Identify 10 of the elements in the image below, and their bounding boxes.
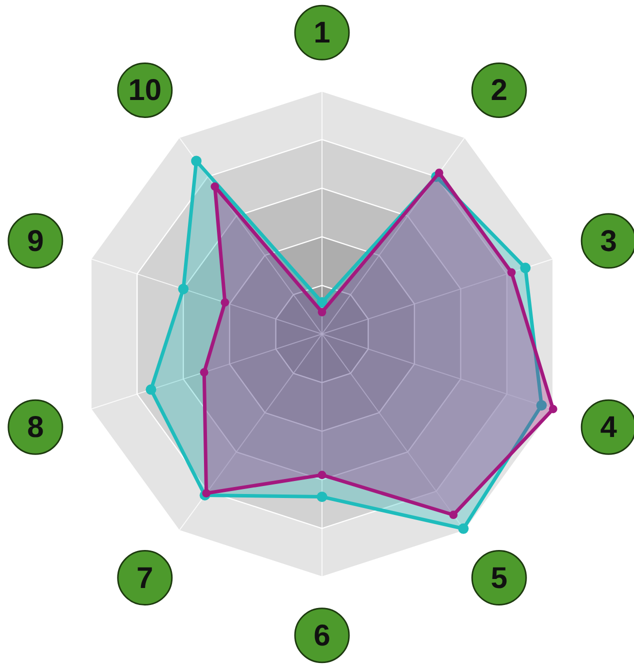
spoke-label: 9 bbox=[27, 224, 44, 258]
spoke-label: 2 bbox=[490, 74, 508, 108]
spoke-label: 6 bbox=[314, 619, 330, 652]
spoke-label: 3 bbox=[600, 224, 617, 258]
spoke-label: 8 bbox=[27, 411, 44, 444]
spoke-label: 10 bbox=[128, 74, 162, 108]
spoke-label: 5 bbox=[490, 562, 508, 595]
spoke-label: 7 bbox=[136, 562, 154, 595]
spoke-label: 1 bbox=[314, 16, 330, 50]
spoke-label: 4 bbox=[600, 411, 618, 444]
